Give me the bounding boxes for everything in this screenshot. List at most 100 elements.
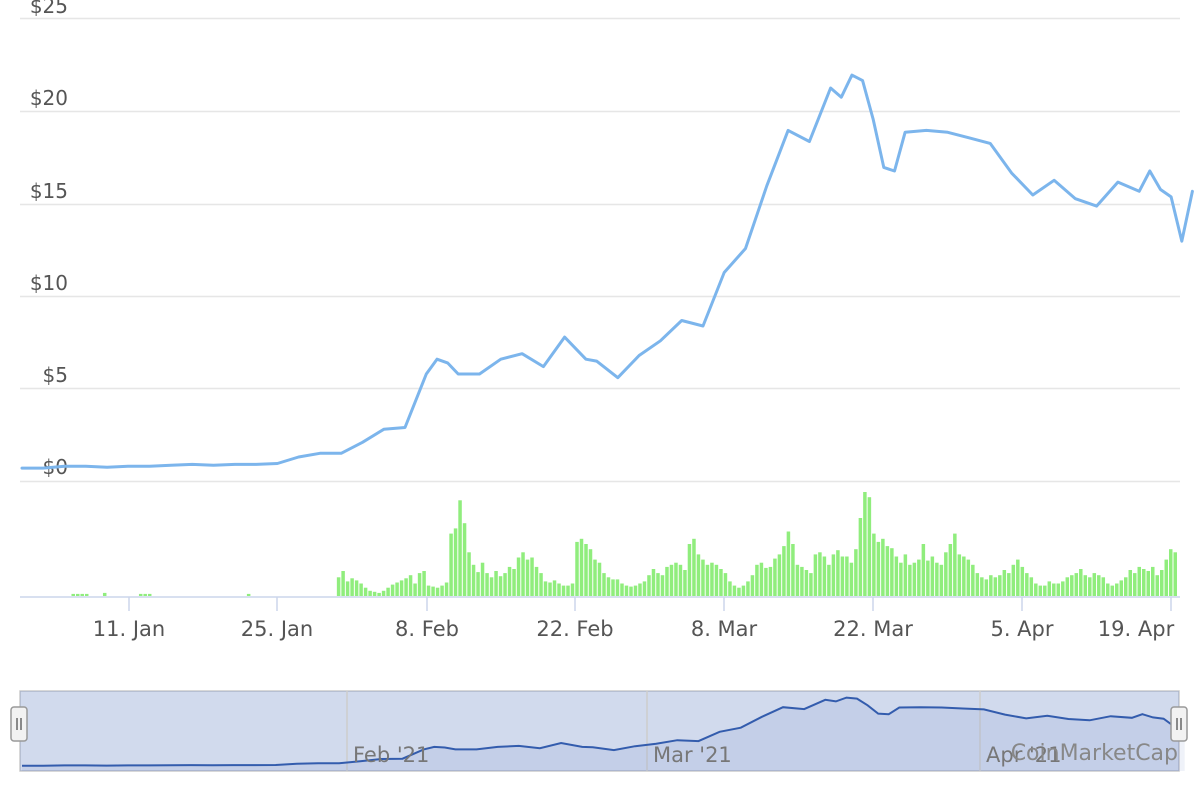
volume-bar <box>624 585 629 596</box>
volume-bar <box>935 562 939 596</box>
volume-bar <box>561 585 566 596</box>
volume-bar <box>1029 577 1034 596</box>
volume-bar <box>1065 577 1070 596</box>
volume-bar <box>777 554 782 596</box>
volume-bar <box>426 585 431 596</box>
volume-bar <box>629 586 633 596</box>
price-line <box>20 73 1194 470</box>
volume-bar <box>143 593 147 596</box>
volume-bar <box>615 579 620 596</box>
volume-bar <box>917 559 921 596</box>
volume-bar <box>836 550 840 596</box>
volume-bar <box>1034 583 1038 596</box>
volume-bar <box>1007 573 1011 596</box>
volume-bar <box>480 562 485 596</box>
volume-bar <box>948 544 953 596</box>
navigator-selected-range[interactable] <box>20 691 1179 771</box>
volume-bar <box>1115 583 1119 596</box>
volume-bar <box>80 593 84 596</box>
volume-bar <box>494 571 498 596</box>
navigator-tick-label: Apr '21 <box>986 743 1062 767</box>
volume-bar <box>723 573 728 596</box>
volume-bar <box>570 583 575 596</box>
volume-bar <box>557 583 561 596</box>
navigator-right-handle[interactable] <box>1170 706 1188 742</box>
navigator-tick-label: Mar '21 <box>653 743 732 767</box>
x-tick-label: 19. Apr <box>1098 617 1175 641</box>
price-y-axis: $0 $5 $10 $15 $20 $25 <box>30 0 68 479</box>
volume-bar <box>764 567 768 596</box>
volume-bar <box>980 577 984 596</box>
volume-bar <box>894 556 899 596</box>
volume-bar <box>1106 583 1110 596</box>
volume-bar <box>674 562 678 596</box>
volume-bar <box>737 587 741 596</box>
volume-bar <box>1074 573 1079 596</box>
volume-bar <box>908 564 912 596</box>
volume-bar <box>1016 559 1020 596</box>
price-tick-label: $15 <box>30 179 68 203</box>
credits-label[interactable]: CoinMarketCap <box>1011 741 1178 766</box>
volume-bar <box>417 573 422 596</box>
volume-bar <box>840 556 845 596</box>
volume-bar <box>1070 575 1074 596</box>
volume-bar <box>512 569 516 596</box>
volume-bar <box>1038 585 1043 596</box>
volume-bar <box>1025 573 1029 596</box>
volume-bar <box>399 580 404 596</box>
volume-bar <box>786 531 791 596</box>
volume-bar <box>804 570 809 596</box>
volume-bar <box>845 556 849 596</box>
volume-bar <box>876 541 881 596</box>
volume-bar <box>476 572 480 596</box>
price-tick-label: $20 <box>30 86 68 110</box>
navigator-tick-label: Feb '21 <box>353 743 429 767</box>
volume-bar <box>1092 573 1097 596</box>
volume-bar <box>795 564 800 596</box>
volume-bar <box>633 585 638 596</box>
volume-bar <box>543 581 548 596</box>
volume-bar <box>741 585 746 596</box>
volume-bar <box>989 575 993 596</box>
volume-bar <box>462 523 467 596</box>
volume-bar <box>336 577 341 596</box>
navigator[interactable]: Feb '21 Mar '21 Apr '21 <box>10 690 1188 772</box>
volume-bar <box>1083 575 1088 596</box>
volume-bar <box>669 564 674 596</box>
volume-bar <box>138 593 143 596</box>
volume-bar <box>692 538 696 596</box>
volume-bar <box>890 548 894 596</box>
volume-bar <box>849 562 854 596</box>
volume-bar <box>665 566 669 596</box>
volume-bar <box>530 557 534 596</box>
navigator-line <box>22 696 1186 767</box>
volume-bar <box>593 559 597 596</box>
volume-bar <box>566 585 570 596</box>
volume-bar <box>971 564 975 596</box>
volume-bar <box>926 560 930 596</box>
x-axis: 11. Jan 25. Jan 8. Feb 22. Feb 8. Mar 22… <box>20 596 1180 641</box>
x-tick-label: 8. Mar <box>691 617 758 641</box>
volume-bar <box>1097 575 1101 596</box>
price-gridlines <box>20 17 1180 483</box>
volume-bar <box>831 554 836 596</box>
volume-bar <box>957 554 962 596</box>
volume-bar <box>638 583 642 596</box>
volume-bar <box>1056 583 1061 596</box>
volume-bar <box>1011 564 1016 596</box>
volume-bar <box>75 593 80 596</box>
volume-bar <box>651 569 656 596</box>
x-tick-label: 22. Feb <box>536 617 613 641</box>
volume-bar <box>930 556 935 596</box>
volume-bar <box>719 569 723 596</box>
volume-bar <box>683 570 687 596</box>
volume-bar <box>750 575 755 596</box>
navigator-left-handle[interactable] <box>10 706 28 742</box>
volume-bar <box>449 533 453 596</box>
price-tick-label: $10 <box>30 271 68 295</box>
volume-bar <box>687 544 692 596</box>
volume-bar <box>1101 577 1106 596</box>
volume-bar <box>471 564 476 596</box>
volume-bar <box>939 564 944 596</box>
volume-bar <box>390 584 395 596</box>
